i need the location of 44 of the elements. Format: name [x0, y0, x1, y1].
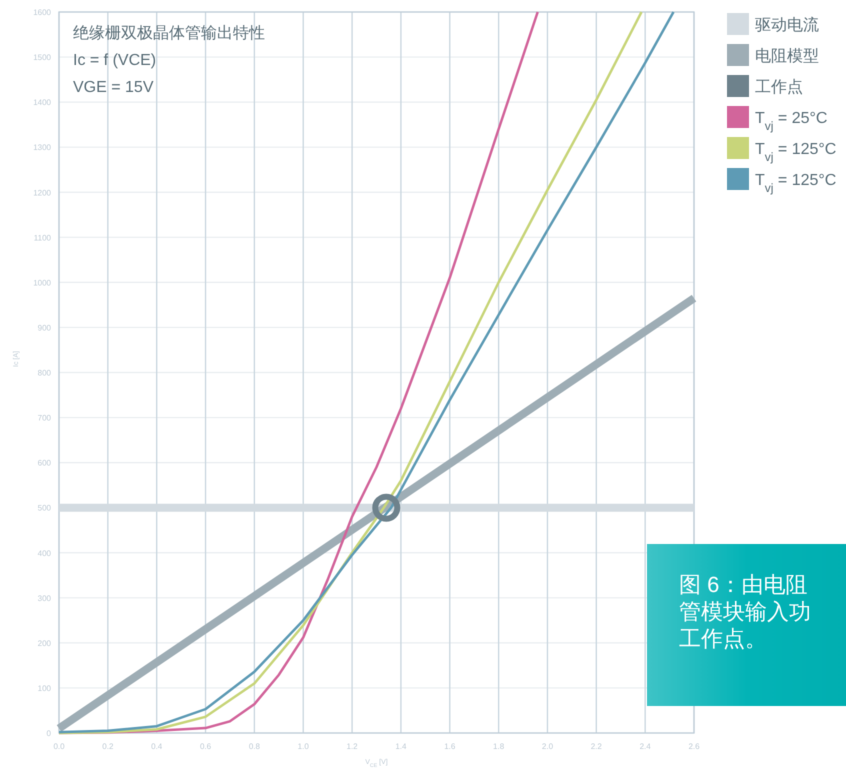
annotation: 工作点。 — [679, 626, 767, 651]
annotation: 图 6：由电阻 — [679, 572, 808, 597]
x-tick-label: 2.6 — [688, 742, 700, 751]
x-tick-label: 1.4 — [395, 742, 408, 751]
x-tick-label: 0.6 — [200, 742, 212, 751]
y-tick-label: 1100 — [34, 233, 52, 242]
y-tick-label: 1600 — [33, 8, 52, 17]
legend-label: T$_{vj}$ = 125°C — [755, 172, 836, 195]
x-tick-label: 2.2 — [590, 742, 602, 751]
x-tick-label: 1.8 — [493, 742, 505, 751]
x-tick-label: 0.0 — [53, 742, 66, 751]
y-tick-label: 1000 — [33, 278, 52, 288]
legend-label: 工作点 — [755, 78, 803, 96]
x-tick-label: 0.8 — [248, 742, 260, 751]
text: Ic = f (VCE) — [73, 52, 156, 69]
y-tick-label: 800 — [38, 368, 52, 378]
y-tick-label: 400 — [38, 548, 52, 558]
legend-label: 驱动电流 — [755, 16, 819, 34]
annotation: 管模块输入功 — [679, 599, 811, 624]
text: 绝缘栅双极晶体管输出特性 — [73, 24, 265, 42]
y-tick-label: 700 — [38, 414, 52, 423]
legend-label: 电阻模型 — [755, 47, 819, 65]
y-tick-label: 1300 — [33, 143, 52, 152]
x-tick-label: 1.6 — [444, 742, 456, 751]
y-tick-label: 600 — [38, 458, 52, 468]
y-tick-label: 100 — [38, 684, 52, 693]
x-tick-label: 0.2 — [102, 742, 114, 751]
y-tick-label: 500 — [38, 504, 52, 513]
x-tick-label: 2.0 — [542, 742, 554, 751]
legend-label: T$_{vj}$ = 125°C — [755, 141, 836, 164]
x-tick-label: 1.2 — [346, 742, 358, 751]
y-tick-label: 300 — [38, 594, 52, 603]
y-tick-label: 1200 — [33, 188, 52, 198]
caption: 图 6：由电阻 管模块输入功 工作点。 — [647, 544, 846, 706]
annotation: VGE = 15V — [73, 79, 154, 96]
y-tick-label: 1500 — [33, 53, 52, 62]
x-tick-label: 1.0 — [298, 742, 310, 751]
y-tick-label: 0 — [46, 729, 52, 738]
x-tick-label: 2.4 — [640, 742, 652, 751]
y-tick-label: 200 — [38, 638, 52, 648]
y-tick-label: 900 — [38, 323, 52, 332]
legend-label: T$_{vj}$ = 25°C — [755, 110, 828, 133]
y-tick-label: 1400 — [33, 98, 52, 108]
x-tick-label: 0.4 — [151, 742, 163, 751]
